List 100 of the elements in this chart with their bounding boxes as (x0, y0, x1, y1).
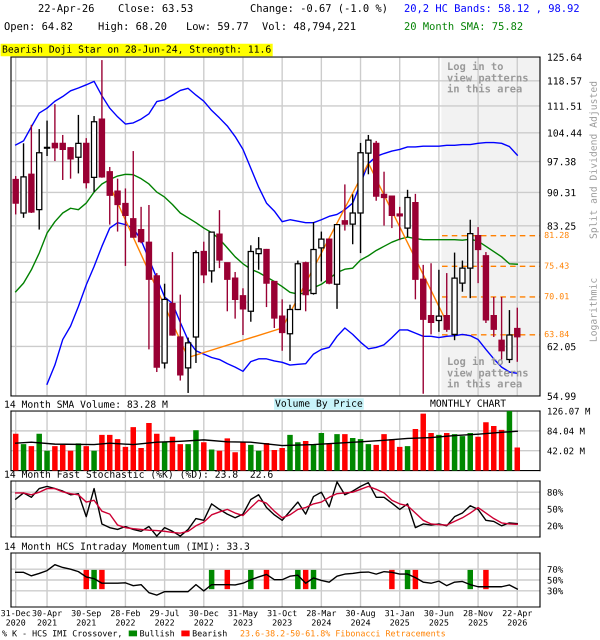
y-tick-label: 20% (548, 522, 564, 530)
x-tick-label: 31-Jan 2025 (385, 610, 414, 626)
x-tick-label: 30-Aug 2024 (346, 610, 375, 626)
candlestick (75, 114, 82, 174)
bar (76, 443, 82, 471)
text: Close: 63.53 (118, 4, 192, 12)
bar (264, 442, 270, 471)
bar (396, 446, 402, 471)
text: 20 Month SMA: 75.82 (404, 22, 522, 30)
text: Low: 59.77 (187, 22, 248, 30)
bar (436, 434, 442, 471)
x-tick-label: 28-Feb 2022 (110, 610, 140, 626)
x-tick-label: 28-Mar 2024 (306, 610, 336, 626)
text: 20,2 HC Bands: 58.12 , 98.92 (404, 4, 579, 14)
y-tick-label: 111.51 (548, 102, 582, 110)
bar (107, 434, 112, 471)
y-tick-label: 90.31 (548, 188, 576, 196)
bar (272, 450, 278, 471)
bar (279, 448, 285, 471)
line-series (15, 174, 518, 295)
bar (185, 444, 191, 471)
y-tick-label: 42.02 M (547, 447, 585, 454)
y-tick-label: 97.38 (548, 158, 576, 166)
y-tick-label: 80% (548, 488, 564, 496)
candlestick (342, 184, 348, 232)
x-tick-label: 30-Apr 2021 (32, 610, 62, 626)
bar (452, 434, 458, 471)
x-tick-label: 29-Jul 2022 (150, 610, 179, 626)
text: Vol: 48,794,221 (262, 22, 356, 32)
candlestick (200, 240, 207, 284)
chart-title: 14 Month HCS Intraday Momentum (IMI): 33.3 (5, 542, 250, 552)
bar (483, 422, 489, 471)
x-tick-label: 22-Apr 2026 (502, 610, 532, 626)
bar (381, 434, 387, 471)
candlestick (514, 306, 520, 362)
bar (146, 422, 152, 471)
text: High: 68.20 (98, 22, 166, 32)
bar (334, 434, 340, 471)
text: Volume By Price (275, 399, 362, 409)
text: 23.6-38.2-50-61.8% Fibonacci Retracements (240, 630, 445, 636)
bar (326, 443, 332, 471)
text: MONTHLY CHART (430, 399, 506, 407)
bar (475, 436, 481, 471)
y-tick-label: 126.07 M (548, 408, 590, 415)
bar (420, 414, 426, 471)
bar (342, 434, 348, 471)
y-tick-label: 118.57 (548, 77, 582, 85)
text: 22-Apr-26 (38, 4, 94, 14)
bar (318, 432, 324, 471)
bar (389, 439, 395, 471)
bar (99, 434, 105, 471)
ref-line-label: 70.01 (544, 293, 569, 300)
bar (428, 432, 434, 471)
x-tick-label: 30-Sep 2021 (72, 610, 101, 626)
bar (28, 446, 34, 471)
candlestick (318, 230, 325, 282)
candlestick (436, 269, 442, 333)
y-axis-title: Split and Dividend Adjusted (589, 82, 599, 238)
bar (178, 444, 184, 471)
y-tick-label: 50% (548, 506, 564, 513)
x-tick-label: 30-Jun 2025 (424, 610, 454, 626)
bar (130, 427, 136, 471)
text: Change: -0.67 (-1.0 %) (250, 4, 386, 14)
y-tick-label: 125.64 (548, 54, 582, 61)
y-tick-label: 62.05 (548, 342, 576, 350)
bar (358, 439, 364, 471)
bar (444, 432, 450, 471)
bar (60, 444, 66, 471)
bar (224, 438, 230, 471)
bar (36, 434, 42, 471)
bar (20, 444, 26, 471)
x-tick-label: 31-Dec 2020 (1, 610, 30, 626)
chart-title: 14 Month Fast Stochastic (%K) (%D): 23.8 22.6 (5, 470, 273, 479)
annotation: Log in to view patterns in this area (447, 62, 528, 92)
bar (240, 442, 246, 471)
chart-title: 14 Month SMA Volume: 83.28 M (5, 400, 168, 408)
bar (514, 448, 520, 471)
bar (154, 434, 160, 471)
bar (366, 444, 372, 471)
bar (506, 411, 512, 471)
x-tick-label: 31-Oct 2023 (268, 610, 296, 626)
bar (208, 450, 214, 471)
bar (232, 452, 238, 471)
y-tick-label: 84.04 M (548, 428, 585, 434)
bar (350, 438, 356, 471)
candlestick (44, 120, 50, 157)
candlestick (474, 226, 482, 284)
x-tick-label: 31-May 2023 (228, 610, 258, 626)
bar (12, 434, 18, 471)
bar (498, 430, 504, 471)
bar (52, 446, 58, 471)
line-series (15, 564, 518, 596)
text: Logarithmic (589, 278, 599, 342)
y-tick-label: 50% (548, 576, 564, 584)
bar (460, 436, 466, 471)
bar (122, 446, 128, 471)
bar (310, 444, 316, 471)
bar (138, 448, 144, 471)
text: Open: 64.82 (4, 22, 72, 32)
bar (170, 436, 176, 471)
